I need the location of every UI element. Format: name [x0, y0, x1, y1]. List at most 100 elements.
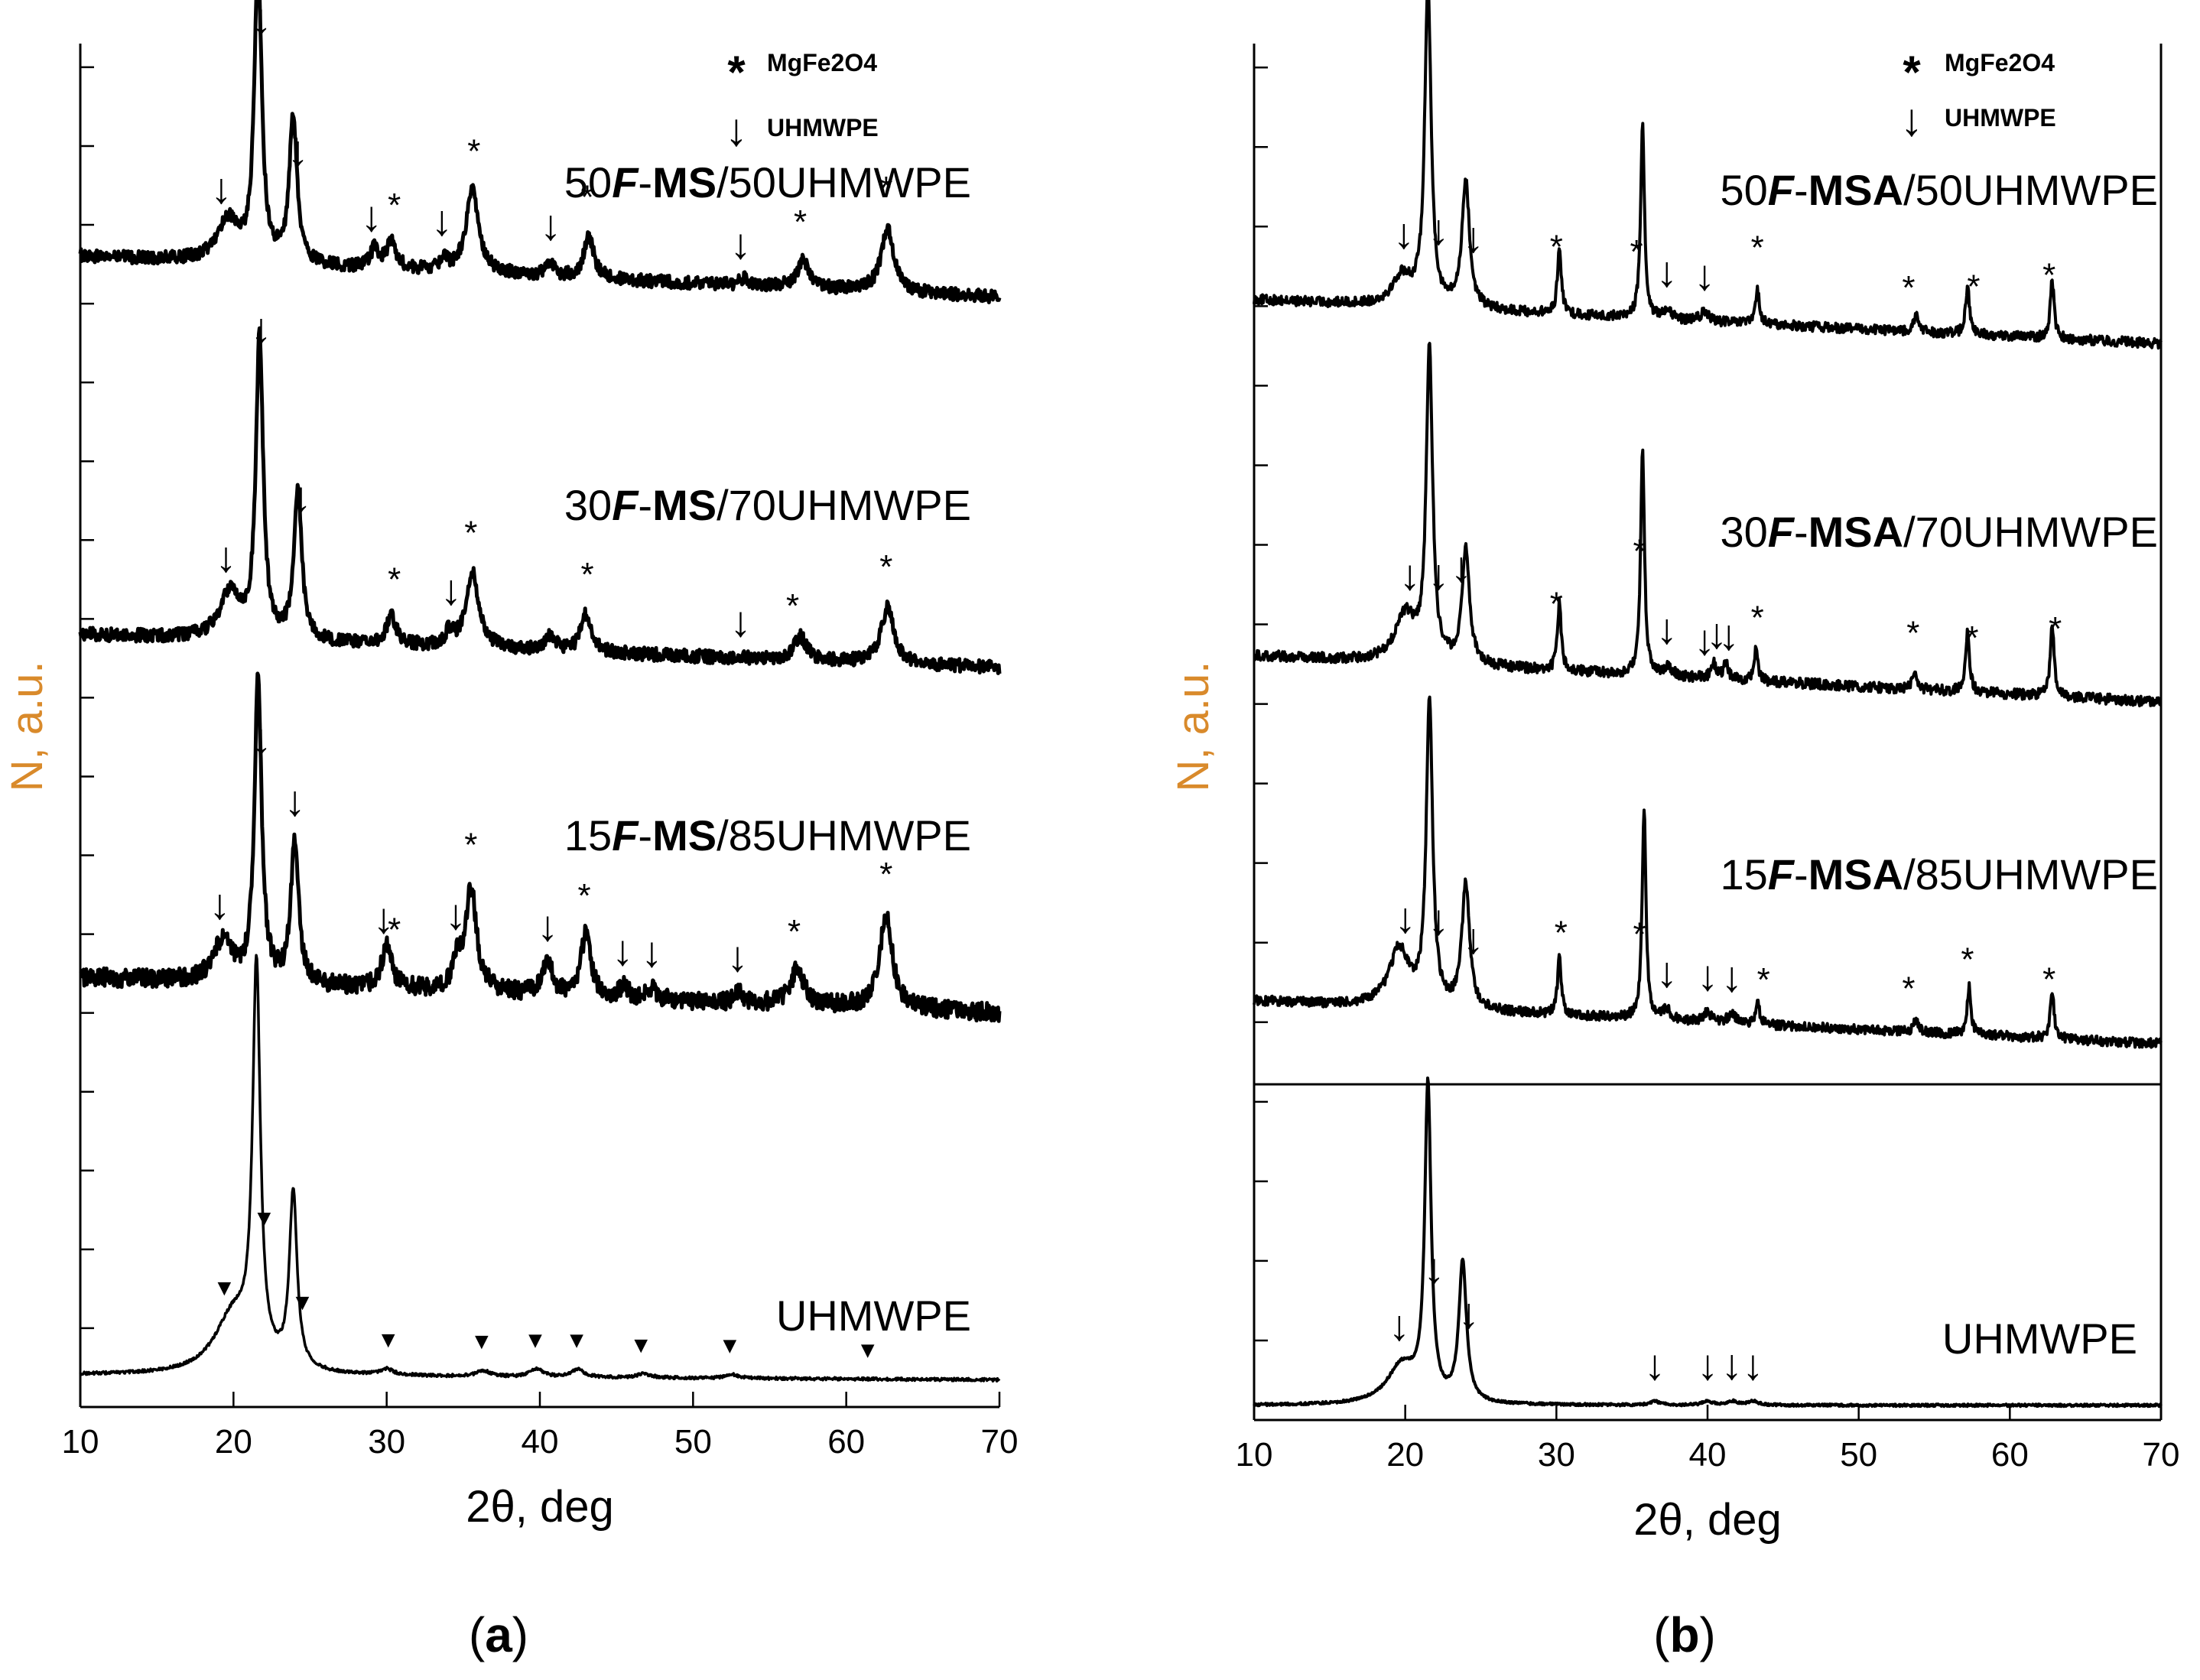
series-b-uhmwpe-peak-marker: ↓	[1697, 951, 1718, 999]
panel-b-x-tick-label: 40	[1689, 1436, 1727, 1474]
series-label-part: F	[612, 158, 639, 206]
panel-b-caption-close: )	[1700, 1607, 1716, 1662]
series-label-part: F	[612, 481, 639, 529]
series-b-uhmwpe-peak-marker: ↓	[1451, 542, 1472, 590]
series-b-15f-msa-85uhmwpe-label: 15F-MSA/85UHMWPE	[1720, 850, 2158, 898]
series-a-50f-ms-50uhmwpe-label: 50F-MS/50UHMWPE	[564, 158, 971, 206]
series-label-part: MS	[652, 158, 717, 206]
panel-a-caption-letter: a	[485, 1607, 512, 1662]
series-a-uhmwpe-peak-marker: ↓	[445, 890, 466, 938]
series-a-uhmwpe-peak-marker: ▼	[213, 1275, 236, 1301]
series-label-part: /70UHMWPE	[717, 481, 971, 529]
series-b-mgfe2o4-peak-marker: *	[1550, 229, 1563, 266]
series-a-mgfe2o4-peak-marker: *	[464, 515, 477, 552]
series-label-part: F	[1768, 508, 1795, 556]
series-b-50f-msa-50uhmwpe-line	[1253, 0, 2163, 350]
series-b-50f-msa-50uhmwpe-label: 50F-MSA/50UHMWPE	[1720, 166, 2158, 214]
series-b-uhmwpe-peak-marker: ↓	[1694, 616, 1715, 664]
panel-b-caption-open: (	[1653, 1607, 1669, 1662]
series-b-uhmwpe-peak-marker: ↓	[1399, 551, 1421, 599]
series-b-mgfe2o4-peak-marker: *	[1757, 961, 1770, 999]
series-a-mgfe2o4-peak-marker: *	[581, 556, 594, 593]
panel-b-caption: (b)	[1653, 1607, 1716, 1662]
series-a-uhmwpe-peak-marker: ↓	[730, 597, 751, 645]
series-a-uhmwpe-peak-marker: ↓	[612, 926, 633, 974]
series-label-part: UHMWPE	[1942, 1314, 2137, 1363]
series-b-mgfe2o4-peak-marker: *	[2042, 257, 2055, 294]
series-b-uhmwpe-peak-marker: ↓	[1428, 550, 1449, 598]
panel-b-x-tick-label: 50	[1840, 1436, 1877, 1474]
panel-b-x-tick-label: 10	[1236, 1436, 1273, 1474]
panel-a-caption-open: (	[469, 1607, 485, 1662]
series-b-uhmwpe-peak-marker: ↓	[1656, 605, 1678, 653]
series-label-part: MSA	[1808, 508, 1903, 556]
series-a-uhmwpe-peak-marker: ↓	[250, 304, 271, 352]
series-a-uhmwpe-peak-marker: ↓	[540, 201, 561, 249]
series-b-uhmwpe-line	[1253, 1076, 2163, 1409]
series-label-part: 30	[564, 481, 612, 529]
series-a-uhmwpe-peak-marker: ▼	[253, 1206, 276, 1231]
series-b-mgfe2o4-peak-marker: *	[1906, 614, 1919, 652]
series-b-uhmwpe-peak-marker: ↓	[1463, 213, 1484, 262]
series-label-part: F	[1768, 850, 1795, 898]
panel-a-x-tick-label: 50	[674, 1423, 712, 1461]
series-a-uhmwpe-peak-marker: ↓	[215, 532, 236, 580]
series-label-part: /70UHMWPE	[1903, 508, 2158, 556]
series-label-part: F	[612, 811, 639, 859]
panel-a-x-axis-title: 2θ, deg	[466, 1482, 614, 1532]
series-a-mgfe2o4-peak-marker: *	[788, 913, 801, 950]
series-a-mgfe2o4-peak-marker: *	[388, 187, 401, 224]
series-a-uhmwpe-peak-marker: ↓	[287, 127, 308, 175]
panel-a-x-tick-label: 40	[522, 1423, 559, 1461]
panel-a-y-axis-title: N, a.u.	[2, 661, 52, 792]
series-b-30f-msa-70uhmwpe-line	[1253, 342, 2163, 707]
series-a-mgfe2o4-peak-marker: *	[879, 856, 892, 893]
series-b-uhmwpe-peak-marker: ↓	[1393, 210, 1415, 258]
series-b-uhmwpe-peak-marker: ↓	[1423, 1244, 1444, 1292]
series-b-uhmwpe-peak-marker: ↓	[1721, 953, 1743, 1001]
series-label-part: -	[1794, 166, 1808, 214]
series-b-uhmwpe-peak-marker: ↓	[1656, 948, 1678, 996]
series-a-uhmwpe-peak-marker: ↓	[250, 0, 271, 43]
series-label-part: MSA	[1808, 166, 1903, 214]
series-b-uhmwpe-peak-marker: ↓	[1718, 610, 1740, 658]
series-a-uhmwpe-peak-marker: ↓	[641, 928, 662, 976]
series-a-uhmwpe-peak-marker: ↓	[537, 902, 558, 950]
series-a-uhmwpe-peak-marker: ↓	[361, 192, 382, 240]
series-label-part: /50UHMWPE	[717, 158, 971, 206]
series-b-uhmwpe-peak-marker: ↓	[1463, 914, 1484, 962]
series-label-part: 50	[564, 158, 612, 206]
panel-a-x-tick-label: 70	[981, 1423, 1019, 1461]
panel-b-y-axis-title: N, a.u.	[1168, 661, 1218, 792]
series-a-30f-ms-70uhmwpe-label: 30F-MS/70UHMWPE	[564, 481, 971, 529]
series-b-mgfe2o4-peak-marker: *	[2042, 960, 2055, 998]
series-b-uhmwpe-peak-marker: ↓	[1706, 609, 1727, 657]
panel-b-caption-letter: b	[1669, 1607, 1699, 1662]
series-b-mgfe2o4-peak-marker: *	[1902, 970, 1915, 1008]
series-b-mgfe2o4-peak-marker: *	[1967, 268, 1980, 305]
series-a-uhmwpe-peak-marker: ↓	[284, 776, 305, 824]
series-label-part: /50UHMWPE	[1903, 166, 2158, 214]
series-a-mgfe2o4-peak-marker: *	[388, 561, 401, 599]
series-label-part: -	[638, 811, 652, 859]
legend-a-uhmwpe-label: UHMWPE	[767, 114, 879, 141]
series-a-mgfe2o4-peak-marker: *	[879, 548, 892, 586]
series-b-uhmwpe-peak-marker: ↓	[1389, 1301, 1410, 1349]
panel-a-x-tick-label: 60	[827, 1423, 865, 1461]
series-label-part: F	[1768, 166, 1795, 214]
legend-a-star-symbol: *	[727, 47, 746, 98]
legend-b-mgfe2o4-label: MgFe2O4	[1945, 49, 2055, 76]
series-label-part: -	[1794, 850, 1808, 898]
series-label-part: 15	[1720, 850, 1767, 898]
series-label-part: -	[638, 158, 652, 206]
panel-b-x-axis-title: 2θ, deg	[1633, 1495, 1782, 1545]
series-b-30f-msa-70uhmwpe-label: 30F-MSA/70UHMWPE	[1720, 508, 2158, 556]
series-b-uhmwpe-peak-marker: ↓	[1644, 1340, 1665, 1389]
series-a-uhmwpe-peak-marker: ↓	[210, 164, 232, 212]
series-b-uhmwpe-peak-marker: ↓	[1721, 1340, 1743, 1389]
series-a-15f-ms-85uhmwpe-line	[79, 671, 1002, 1023]
series-a-mgfe2o4-peak-marker: *	[578, 877, 591, 915]
series-a-mgfe2o4-peak-marker: *	[467, 133, 480, 171]
series-a-15f-ms-85uhmwpe-label: 15F-MS/85UHMWPE	[564, 811, 971, 859]
